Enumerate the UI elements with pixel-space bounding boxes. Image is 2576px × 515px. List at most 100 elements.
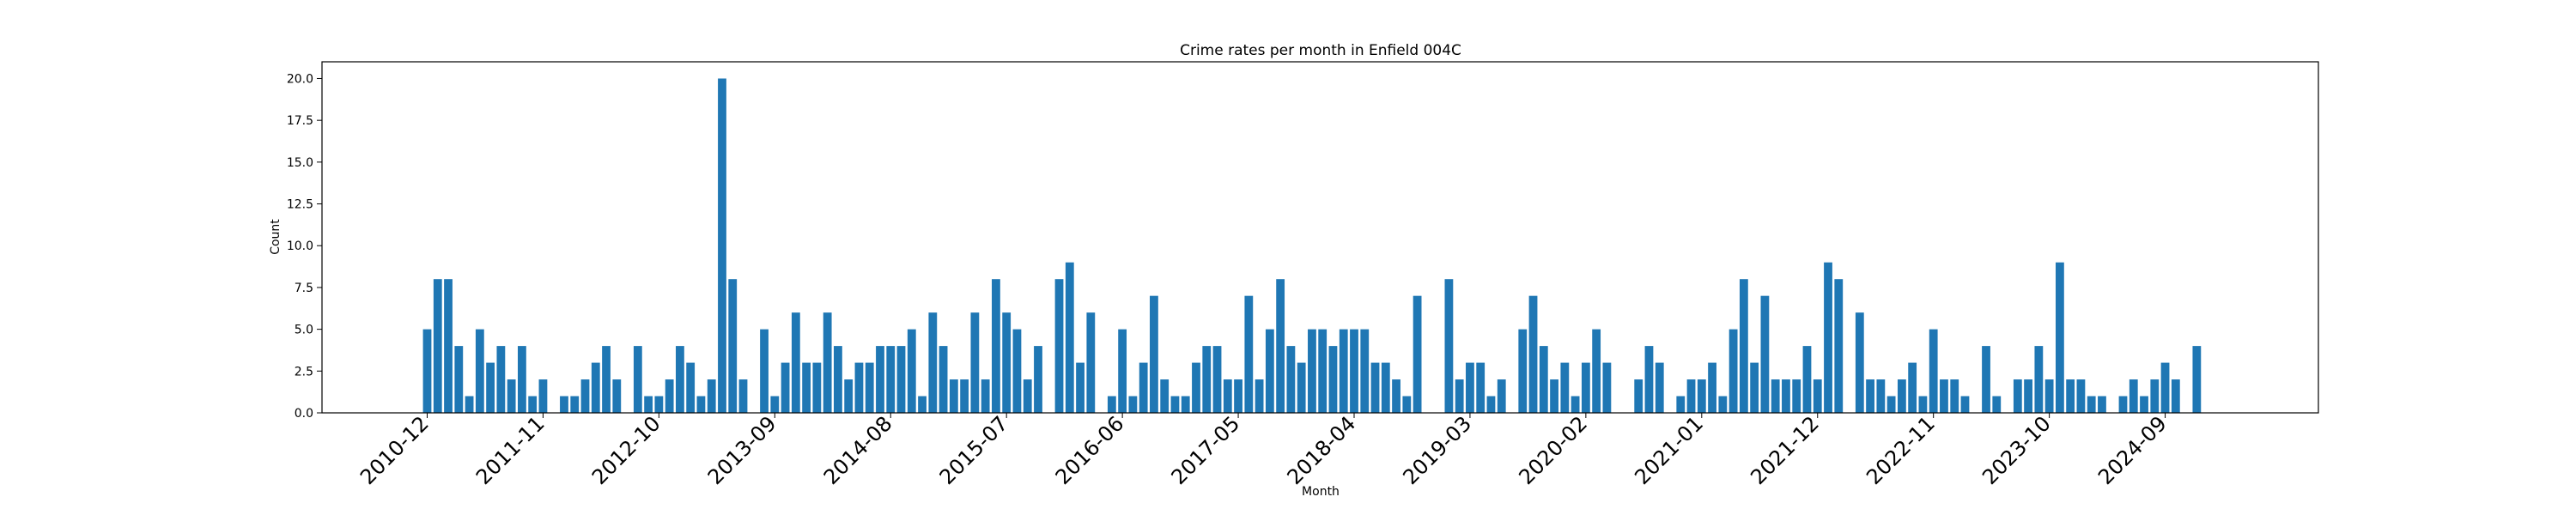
bar — [718, 78, 726, 413]
bar — [1297, 362, 1306, 413]
bar — [1339, 329, 1348, 413]
bar — [1139, 362, 1148, 413]
bar — [949, 379, 958, 413]
bar — [1012, 329, 1022, 413]
bar — [591, 362, 600, 413]
bar — [844, 379, 854, 413]
bar — [1107, 396, 1116, 413]
bar — [1940, 379, 1948, 413]
bar — [2098, 396, 2106, 413]
y-tick-label: 10.0 — [287, 239, 313, 253]
bar — [1855, 312, 1864, 413]
bar — [2129, 379, 2138, 413]
bar — [1234, 379, 1242, 413]
bar — [1223, 379, 1232, 413]
bar — [1886, 396, 1896, 413]
bar — [486, 362, 495, 413]
bar — [834, 346, 842, 413]
bar — [1360, 329, 1370, 413]
bar — [686, 362, 696, 413]
bar — [2150, 379, 2160, 413]
bar — [1054, 279, 1064, 413]
bar — [1160, 379, 1170, 413]
bar — [981, 379, 990, 413]
bar — [1908, 362, 1917, 413]
bar — [760, 329, 769, 413]
bar — [1992, 396, 2002, 413]
bar — [1466, 362, 1474, 413]
bar — [528, 396, 538, 413]
bar — [854, 362, 864, 413]
bar — [1950, 379, 1959, 413]
bar — [665, 379, 674, 413]
bar — [1897, 379, 1906, 413]
bar — [1192, 362, 1200, 413]
bar — [2118, 396, 2128, 413]
bar — [728, 279, 738, 413]
y-tick-label: 5.0 — [295, 324, 313, 337]
bar — [907, 329, 916, 413]
bar — [896, 346, 906, 413]
bar — [1644, 346, 1654, 413]
bar — [1086, 312, 1096, 413]
bar — [2192, 346, 2202, 413]
bar — [1528, 295, 1538, 413]
bar — [654, 396, 664, 413]
bar — [1686, 379, 1696, 413]
bar — [633, 346, 642, 413]
bar — [1728, 329, 1738, 413]
bar — [876, 346, 884, 413]
y-axis-title: Count — [269, 219, 283, 255]
bar — [496, 346, 506, 413]
bar — [1792, 379, 1801, 413]
plot-frame — [321, 61, 2319, 414]
bar — [1739, 279, 1748, 413]
bar — [1212, 346, 1222, 413]
bar — [2055, 262, 2064, 413]
bar — [791, 312, 800, 413]
bar — [1308, 329, 1316, 413]
y-tick-label: 20.0 — [287, 72, 313, 86]
bar — [1655, 362, 1664, 413]
bar — [612, 379, 622, 413]
bar — [2044, 379, 2054, 413]
bar — [1128, 396, 1138, 413]
bar — [602, 346, 611, 413]
bar — [1834, 279, 1844, 413]
bar — [781, 362, 790, 413]
bar — [1265, 329, 1274, 413]
bar — [886, 346, 896, 413]
y-tick-label: 2.5 — [295, 365, 313, 379]
bars-group — [422, 78, 2202, 413]
bar — [2140, 396, 2148, 413]
bar — [1255, 379, 1264, 413]
bar — [2087, 396, 2096, 413]
bar — [823, 312, 832, 413]
bar — [2076, 379, 2086, 413]
bar — [1065, 262, 1074, 413]
bar — [1118, 329, 1127, 413]
bar — [1370, 362, 1380, 413]
bar — [802, 362, 811, 413]
bar — [970, 312, 980, 413]
y-tick-label: 15.0 — [287, 156, 313, 170]
bar — [1782, 379, 1790, 413]
bar — [2160, 362, 2170, 413]
bar — [1802, 346, 1812, 413]
bar — [1034, 346, 1042, 413]
y-tick-label: 17.5 — [287, 114, 313, 128]
bar — [812, 362, 822, 413]
bar — [580, 379, 590, 413]
y-tick-label: 12.5 — [287, 198, 313, 212]
bar — [518, 346, 526, 413]
bar — [1170, 396, 1180, 413]
x-axis-title: Month — [1302, 485, 1340, 499]
bar — [1539, 346, 1548, 413]
bar — [1918, 396, 1928, 413]
bar — [1581, 362, 1590, 413]
y-tick-label: 7.5 — [295, 282, 313, 295]
bar — [1560, 362, 1570, 413]
bar — [1392, 379, 1400, 413]
bar — [1444, 279, 1454, 413]
